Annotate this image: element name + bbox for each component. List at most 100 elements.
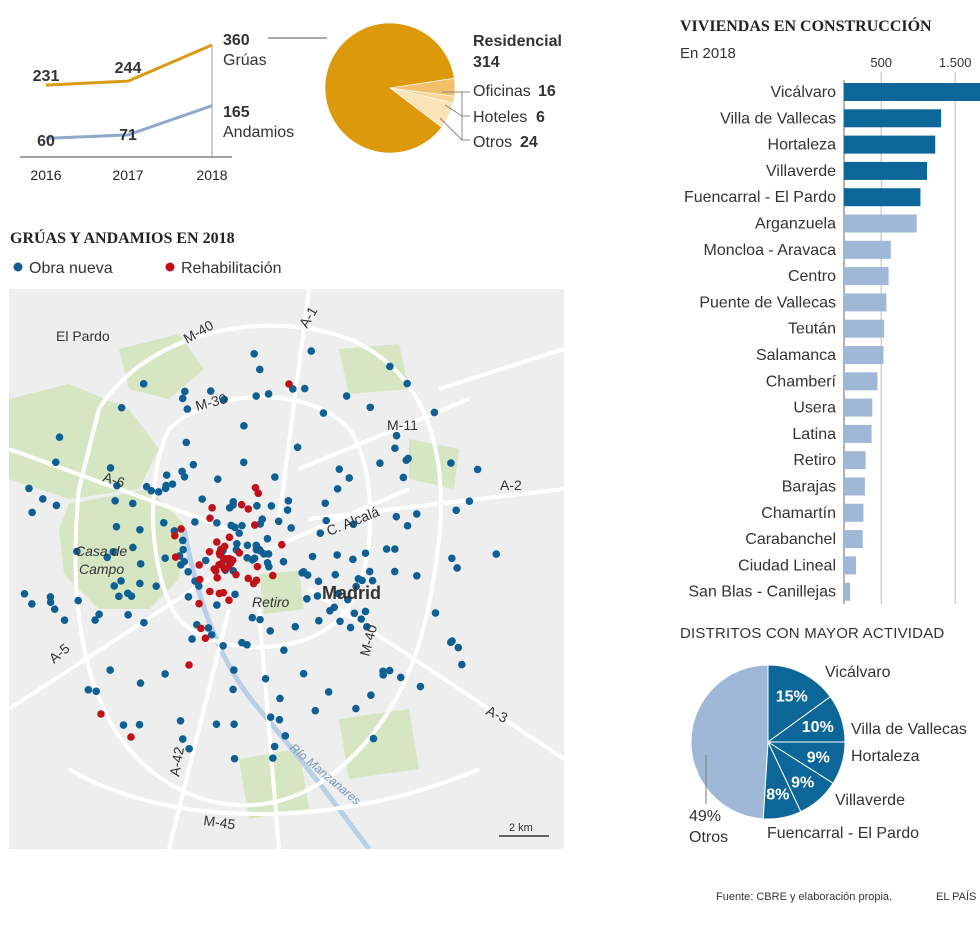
- map-point-obra-nueva: [392, 431, 401, 440]
- map-point-rehabilitacion: [232, 570, 240, 579]
- map-point-obra-nueva: [231, 590, 239, 599]
- map-point-obra-nueva: [307, 347, 316, 355]
- bar-category-label: Usera: [793, 400, 836, 417]
- map-point-obra-nueva: [25, 484, 33, 493]
- map-point-obra-nueva: [284, 497, 293, 505]
- label-el-pardo: El Pardo: [56, 328, 110, 344]
- label-scale: 2 km: [509, 822, 533, 834]
- map-point-obra-nueva: [136, 560, 145, 568]
- map-point-obra-nueva: [321, 499, 330, 508]
- map-point-obra-nueva: [213, 519, 221, 527]
- map-point-rehabilitacion: [252, 576, 261, 585]
- map-point-obra-nueva: [152, 582, 160, 590]
- map-point-obra-nueva: [291, 622, 300, 631]
- pie-leader-otros: [439, 117, 463, 141]
- bar-category-label: Centro: [788, 268, 836, 285]
- map-point-obra-nueva: [161, 484, 170, 493]
- map-point-obra-nueva: [452, 506, 460, 515]
- map-point-obra-nueva: [28, 508, 36, 517]
- map-point-rehabilitacion: [185, 661, 193, 669]
- map-point-obra-nueva: [382, 545, 391, 553]
- district-pie-pct-label: 15%: [776, 688, 808, 705]
- map-point-obra-nueva: [230, 754, 239, 763]
- map-point-rehabilitacion: [269, 571, 277, 580]
- andamios-2017-value: 71: [119, 127, 137, 144]
- map-point-obra-nueva: [52, 501, 61, 510]
- pie-value-otros: 24: [520, 134, 538, 151]
- gruas-series-line: [45, 43, 213, 87]
- map-canvas: El Pardo M-40 A-1 M-30 M-11 A-6 A-2 C. A…: [9, 289, 564, 849]
- map-point-obra-nueva: [299, 567, 308, 576]
- map-point-rehabilitacion: [213, 574, 222, 582]
- map-point-obra-nueva: [333, 485, 342, 493]
- bar-chart-subtitle: En 2018: [680, 45, 736, 62]
- bar-category-label: Villa de Vallecas: [720, 110, 836, 127]
- map-point-obra-nueva: [238, 638, 246, 647]
- district-label-villa-de-vallecas: Villa de Vallecas: [851, 721, 967, 738]
- map-point-obra-nueva: [366, 403, 375, 412]
- district-label-hortaleza: Hortaleza: [851, 748, 920, 765]
- map-point-obra-nueva: [391, 545, 399, 553]
- label-campo: Campo: [79, 561, 124, 577]
- map-point-rehabilitacion: [237, 500, 246, 509]
- bar-barajas: [844, 477, 865, 496]
- map-point-obra-nueva: [55, 433, 64, 441]
- map-point-obra-nueva: [20, 589, 29, 598]
- bar-category-label: Vicálvaro: [770, 84, 836, 101]
- bar-category-label: Moncloa - Aravaca: [703, 242, 836, 259]
- map-point-obra-nueva: [342, 392, 351, 400]
- bar-category-label: Fuencarral - El Pardo: [684, 189, 836, 206]
- map-point-obra-nueva: [229, 685, 237, 694]
- map-point-rehabilitacion: [235, 549, 244, 557]
- map-point-obra-nueva: [386, 362, 394, 371]
- map-point-obra-nueva: [357, 615, 366, 623]
- map-point-obra-nueva: [177, 561, 185, 569]
- map-point-obra-nueva: [225, 504, 234, 512]
- map-point-obra-nueva: [260, 550, 268, 558]
- gruas-2016-value: 231: [33, 68, 60, 85]
- pie-label-otros: Otros: [473, 134, 512, 151]
- park-retiro: [259, 571, 304, 614]
- road-m40-east: [438, 347, 564, 391]
- map-point-obra-nueva: [213, 601, 221, 609]
- map-point-obra-nueva: [361, 607, 370, 616]
- pie-value-residencial: 314: [473, 54, 500, 71]
- bar-category-label: Ciudad Lineal: [738, 557, 836, 574]
- map-point-obra-nueva: [349, 520, 358, 529]
- map-point-obra-nueva: [275, 715, 284, 724]
- andamios-end-value: 165: [223, 104, 250, 121]
- bar-category-label: Chamberí: [766, 373, 837, 390]
- district-pie-pct-label: 10%: [802, 719, 834, 736]
- bar-puente-de-vallecas: [844, 293, 887, 312]
- map-point-obra-nueva: [270, 742, 279, 751]
- bar-category-label: Latina: [792, 426, 836, 443]
- map-point-obra-nueva: [129, 543, 137, 552]
- pie-value-hoteles: 6: [536, 109, 545, 126]
- map-point-obra-nueva: [233, 540, 241, 548]
- park-el-pardo: [9, 384, 159, 499]
- bar-chart-title: VIVIENDAS EN CONSTRUCCIÓN: [680, 18, 932, 35]
- district-pie-pct-label: 9%: [807, 750, 830, 767]
- map-point-obra-nueva: [311, 706, 320, 715]
- park-northeast: [339, 344, 409, 394]
- map-point-rehabilitacion: [215, 589, 224, 598]
- map-point-obra-nueva: [261, 674, 270, 683]
- map-point-obra-nueva: [293, 443, 302, 452]
- map-point-obra-nueva: [264, 390, 273, 398]
- map-point-obra-nueva: [258, 515, 267, 523]
- district-pie-pct-label: 8%: [766, 786, 789, 803]
- map-point-obra-nueva: [263, 558, 272, 567]
- map-point-obra-nueva: [334, 589, 343, 598]
- map-point-obra-nueva: [110, 582, 119, 590]
- map-point-obra-nueva: [352, 704, 360, 713]
- map-point-obra-nueva: [430, 408, 439, 417]
- bar-salamanca: [844, 346, 884, 364]
- map-point-obra-nueva: [230, 666, 238, 674]
- district-otros-label: Otros: [689, 829, 728, 846]
- map-point-obra-nueva: [178, 467, 186, 476]
- legend-obra-nueva-dot: [13, 262, 23, 272]
- map-point-obra-nueva: [412, 510, 421, 518]
